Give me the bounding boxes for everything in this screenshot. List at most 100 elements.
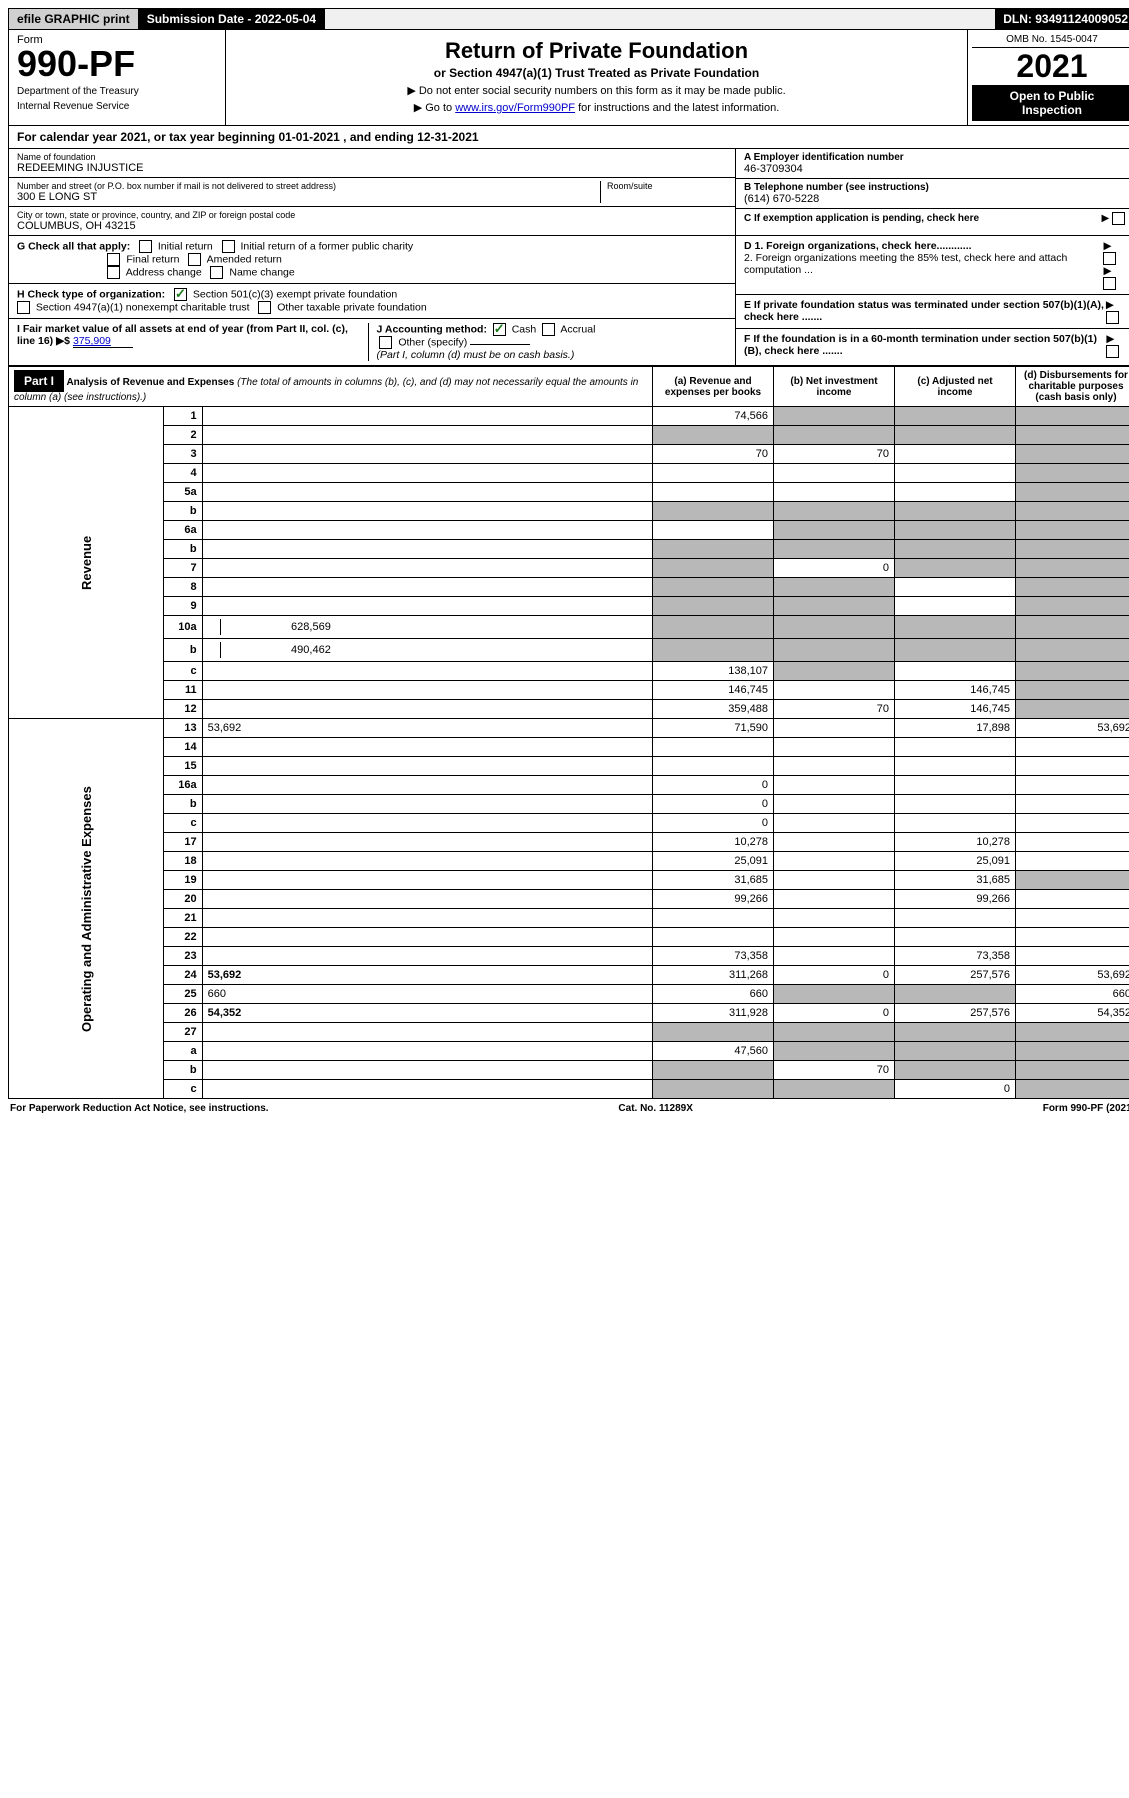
cell-col-b [774,890,895,909]
table-row: 9 [9,597,1129,616]
dln-label: DLN: 93491124009052 [995,9,1129,29]
exemption-checkbox[interactable] [1112,212,1125,225]
cb-accrual[interactable] [542,323,555,336]
cell-col-b: 70 [774,700,895,719]
cb-other-taxable[interactable] [258,301,271,314]
col-b-header: (b) Net investment income [774,367,895,407]
i-val[interactable]: 375,909 [73,335,133,348]
line-description [202,407,652,426]
cell-col-d [1016,795,1129,814]
cell-col-d [1016,639,1129,662]
g1: Initial return [158,240,213,252]
cell-col-c: 146,745 [895,700,1016,719]
cb-4947[interactable] [17,301,30,314]
e-row: E If private foundation status was termi… [736,295,1129,329]
cb-501c3[interactable] [174,288,187,301]
header-left: Form 990-PF Department of the Treasury I… [9,30,226,125]
efile-label[interactable]: efile GRAPHIC print [9,9,139,29]
cell-col-c [895,616,1016,639]
cb-amended[interactable] [188,253,201,266]
cb-final-return[interactable] [107,253,120,266]
cb-initial-former[interactable] [222,240,235,253]
cell-col-c [895,464,1016,483]
cell-col-c: 17,898 [895,719,1016,738]
cell-col-a [653,616,774,639]
cell-col-b [774,738,895,757]
d-row: D 1. Foreign organizations, check here..… [736,236,1129,295]
cb-cash[interactable] [493,323,506,336]
cb-d1[interactable] [1103,252,1116,265]
open-public-badge: Open to Public Inspection [972,85,1129,121]
line-description [202,662,652,681]
table-row: 22 [9,928,1129,947]
cell-col-d [1016,909,1129,928]
cell-col-a: 71,590 [653,719,774,738]
cell-col-a [653,1023,774,1042]
line-description [202,890,652,909]
table-row: c138,107 [9,662,1129,681]
cell-col-b [774,597,895,616]
cell-col-c [895,540,1016,559]
irs-link[interactable]: www.irs.gov/Form990PF [455,102,575,114]
cb-address-change[interactable] [107,266,120,279]
cell-col-b [774,426,895,445]
g3: Final return [126,253,179,265]
cell-col-d [1016,464,1129,483]
cell-col-d [1016,814,1129,833]
cb-initial-return[interactable] [139,240,152,253]
cb-d2[interactable] [1103,277,1116,290]
g2: Initial return of a former public charit… [240,240,413,252]
line-description [202,700,652,719]
line-description [202,445,652,464]
cb-e[interactable] [1106,311,1119,324]
header-center: Return of Private Foundation or Section … [226,30,967,125]
g6: Name change [229,266,294,278]
cb-name-change[interactable] [210,266,223,279]
cell-col-a [653,502,774,521]
line-number: 14 [163,738,202,757]
cell-col-d [1016,700,1129,719]
part1-header-row: Part I Analysis of Revenue and Expenses … [9,367,1129,407]
cell-col-d [1016,521,1129,540]
city-label: City or town, state or province, country… [17,210,727,220]
cell-col-d [1016,662,1129,681]
line-number: b [163,540,202,559]
line-number: 6a [163,521,202,540]
g4: Amended return [207,253,282,265]
table-row: b [9,502,1129,521]
line-number: 26 [163,1004,202,1023]
line-description [202,597,652,616]
cb-other-method[interactable] [379,336,392,349]
cell-col-c [895,445,1016,464]
line-number: 9 [163,597,202,616]
submission-date: Submission Date - 2022-05-04 [139,9,325,29]
tax-year: 2021 [972,48,1129,85]
footer-right: Form 990-PF (2021) [1043,1103,1129,1114]
cell-col-b: 70 [774,1061,895,1080]
cell-col-b [774,833,895,852]
cb-f[interactable] [1106,345,1119,358]
entity-block: Name of foundation REDEEMING INJUSTICE N… [8,149,1129,236]
line-description: 53,692 [202,719,652,738]
cell-col-d [1016,597,1129,616]
instr-pre: ▶ Go to [414,102,455,114]
cell-col-d [1016,407,1129,426]
cell-col-a: 10,278 [653,833,774,852]
part1-table: Part I Analysis of Revenue and Expenses … [8,366,1129,1099]
cell-col-b [774,909,895,928]
line-description: 660 [202,985,652,1004]
cell-col-b [774,719,895,738]
cell-col-c [895,757,1016,776]
line-number: 15 [163,757,202,776]
cell-col-b [774,483,895,502]
line-description [202,502,652,521]
cell-col-a [653,559,774,578]
table-row: 2654,352311,9280257,57654,352 [9,1004,1129,1023]
cell-col-d [1016,445,1129,464]
line-number: 5a [163,483,202,502]
footer-left: For Paperwork Reduction Act Notice, see … [10,1103,269,1114]
cell-col-a: 359,488 [653,700,774,719]
cell-col-a: 311,928 [653,1004,774,1023]
line-description: 628,569 [202,616,652,639]
j1: Cash [512,323,537,335]
